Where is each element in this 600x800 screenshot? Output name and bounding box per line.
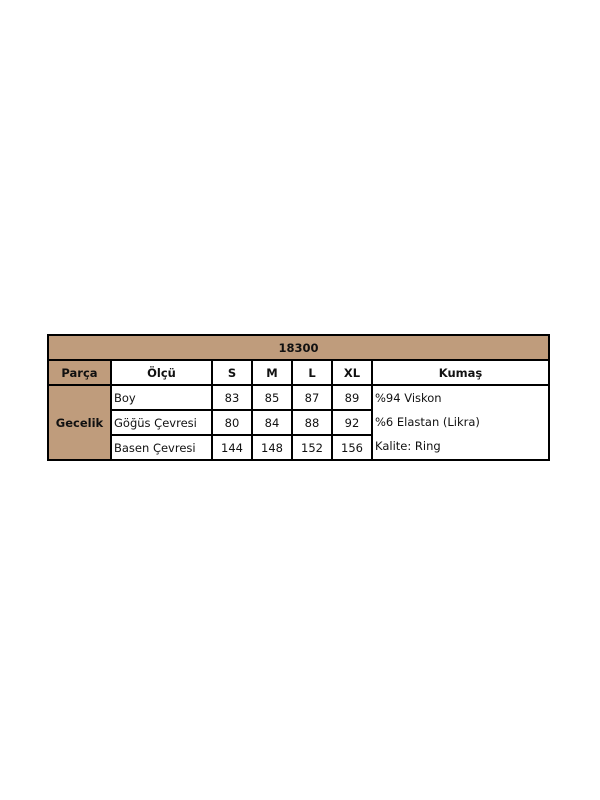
table-row: Gecelik Boy 83 85 87 89 %94 Viskon %6 El… [47, 384, 550, 461]
header-size-s: S [211, 359, 253, 386]
cell: 152 [291, 434, 333, 461]
cell: 87 [291, 384, 333, 411]
fabric-info: %94 Viskon %6 Elastan (Likra) Kalite: Ri… [371, 384, 550, 461]
part-name: Gecelik [47, 384, 112, 461]
header-size-m: M [251, 359, 293, 386]
table-row: Göğüs Çevresi 80 84 88 92 [48, 409, 549, 436]
cell: 84 [251, 409, 293, 436]
header-size-l: L [291, 359, 333, 386]
cell: 88 [291, 409, 333, 436]
fabric-line: %94 Viskon [375, 391, 442, 405]
cell: 89 [331, 384, 373, 411]
header-size-xl: XL [331, 359, 373, 386]
row-label: Boy [110, 384, 213, 411]
fabric-line: %6 Elastan (Likra) [375, 415, 480, 429]
cell: 148 [251, 434, 293, 461]
fabric-line: Kalite: Ring [375, 439, 441, 453]
cell: 85 [251, 384, 293, 411]
cell: 92 [331, 409, 373, 436]
cell: 156 [331, 434, 373, 461]
size-chart-table: 18300 Parça Ölçü S M L XL Kumaş Gecelik … [47, 334, 550, 461]
cell: 80 [211, 409, 253, 436]
cell: 144 [211, 434, 253, 461]
cell: 83 [211, 384, 253, 411]
header-part: Parça [47, 359, 112, 386]
table-row: Basen Çevresi 144 148 152 156 [48, 434, 549, 461]
header-fabric: Kumaş [371, 359, 550, 386]
header-measure: Ölçü [110, 359, 213, 386]
row-label: Basen Çevresi [110, 434, 213, 461]
table-title: 18300 [47, 334, 550, 361]
row-label: Göğüs Çevresi [110, 409, 213, 436]
